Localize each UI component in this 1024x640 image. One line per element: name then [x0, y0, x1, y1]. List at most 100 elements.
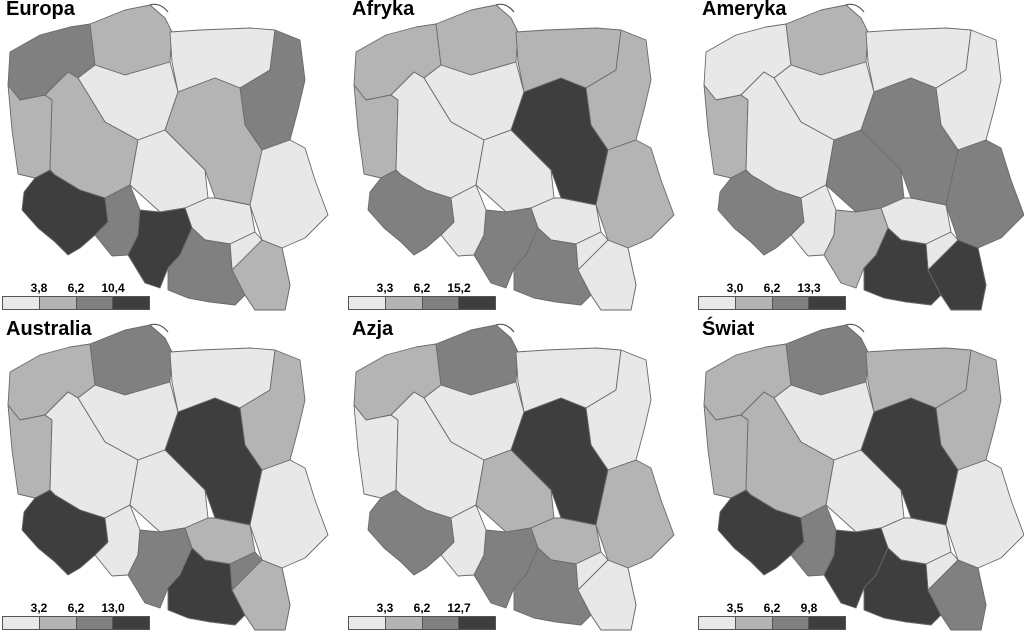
region-pomorskie	[89, 324, 173, 396]
region-dolnoslaskie	[21, 169, 109, 256]
legend-swatch	[772, 617, 810, 629]
region-lubuskie	[353, 404, 399, 499]
legend-swatch	[809, 617, 845, 629]
legend-swatch	[76, 297, 114, 309]
region-pomorskie	[435, 4, 519, 76]
legend: 3,3 6,2 15,2	[348, 281, 496, 311]
map-australia	[7, 323, 329, 631]
region-lubuskie	[703, 84, 749, 179]
legend-tick-label: 12,7	[447, 601, 471, 615]
legend: 3,3 6,2 12,7	[348, 601, 496, 631]
map-azja	[353, 323, 675, 631]
region-lubelskie	[945, 139, 1024, 249]
legend-tick-label: 3,3	[376, 281, 394, 295]
map-swiat	[703, 323, 1024, 631]
legend-swatch	[735, 617, 773, 629]
legend-bar	[348, 296, 496, 310]
legend-tick-label: 3,8	[30, 281, 48, 295]
legend-swatch	[39, 297, 77, 309]
region-lubelskie	[249, 459, 329, 569]
legend-swatch	[385, 617, 423, 629]
legend-tick-label: 6,2	[413, 281, 431, 295]
legend-bar	[348, 616, 496, 630]
region-zmiana-lubelskie-poludnie	[927, 239, 987, 311]
legend-ticks: 3,3 6,2 12,7	[348, 601, 496, 615]
legend-swatch	[735, 297, 773, 309]
legend-swatch	[113, 617, 149, 629]
region-dolnoslaskie	[367, 489, 455, 576]
region-dolnoslaskie	[717, 489, 805, 576]
legend-swatch	[422, 297, 460, 309]
legend-swatch	[349, 297, 386, 309]
panel-title: Świat	[702, 318, 755, 340]
legend-swatch	[459, 617, 495, 629]
region-zmiana-lubelskie-poludnie	[927, 559, 987, 631]
region-lubuskie	[7, 404, 53, 499]
legend-swatch	[459, 297, 495, 309]
legend-swatch	[3, 297, 40, 309]
legend-ticks: 3,3 6,2 15,2	[348, 281, 496, 295]
legend-swatch	[3, 617, 40, 629]
legend-tick-label: 6,2	[413, 601, 431, 615]
legend-tick-label: 3,2	[30, 601, 48, 615]
legend-swatch	[385, 297, 423, 309]
region-zmiana-lubelskie-poludnie	[577, 239, 637, 311]
legend-swatch	[772, 297, 810, 309]
panel-title: Europa	[6, 0, 75, 20]
region-pomorskie	[785, 324, 869, 396]
legend: 3,2 6,2 13,0	[2, 601, 150, 631]
legend-ticks: 3,5 6,2 9,8	[698, 601, 846, 615]
legend-ticks: 3,8 6,2 10,4	[2, 281, 150, 295]
legend-ticks: 3,2 6,2 13,0	[2, 601, 150, 615]
legend-ticks: 3,0 6,2 13,3	[698, 281, 846, 295]
legend-swatch	[76, 617, 114, 629]
legend-bar	[698, 296, 846, 310]
legend-swatch	[422, 617, 460, 629]
region-zmiana-lubelskie-poludnie	[577, 559, 637, 631]
map-europa	[7, 3, 329, 311]
region-lubelskie	[595, 139, 675, 249]
coast-line	[845, 323, 865, 333]
legend-bar	[2, 616, 150, 630]
legend: 3,0 6,2 13,3	[698, 281, 846, 311]
panel-ameryka: Ameryka 3,0 6,2 13,3	[696, 0, 1024, 320]
panel-europa: Europa 3,8 6,2 10,4	[0, 0, 340, 320]
legend-bar	[2, 296, 150, 310]
region-lubelskie	[945, 459, 1024, 569]
region-zmiana-lubelskie-poludnie	[231, 559, 291, 631]
legend: 3,5 6,2 9,8	[698, 601, 846, 631]
legend-tick-label: 13,0	[101, 601, 125, 615]
region-lubuskie	[353, 84, 399, 179]
legend-tick-label: 3,0	[726, 281, 744, 295]
region-pomorskie	[435, 324, 519, 396]
legend-tick-label: 15,2	[447, 281, 471, 295]
panel-title: Azja	[352, 318, 394, 340]
coast-line	[495, 3, 515, 13]
legend-tick-label: 13,3	[797, 281, 821, 295]
panel-title: Ameryka	[702, 0, 787, 20]
coast-line	[149, 323, 169, 333]
legend: 3,8 6,2 10,4	[2, 281, 150, 311]
map-ameryka	[703, 3, 1024, 311]
legend-tick-label: 6,2	[67, 281, 85, 295]
coast-line	[845, 3, 865, 13]
region-lubuskie	[703, 404, 749, 499]
legend-swatch	[699, 617, 736, 629]
legend-swatch	[349, 617, 386, 629]
legend-swatch	[113, 297, 149, 309]
region-zmiana-lubelskie-poludnie	[231, 239, 291, 311]
region-dolnoslaskie	[717, 169, 805, 256]
legend-tick-label: 3,3	[376, 601, 394, 615]
legend-swatch	[699, 297, 736, 309]
region-lubelskie	[595, 459, 675, 569]
legend-tick-label: 3,5	[726, 601, 744, 615]
coast-line	[495, 323, 515, 333]
legend-tick-label: 6,2	[763, 601, 781, 615]
legend-tick-label: 6,2	[67, 601, 85, 615]
region-lubuskie	[7, 84, 53, 179]
panel-title: Australia	[6, 318, 92, 340]
panel-australia: Australia 3,2 6,2 13,0	[0, 318, 340, 640]
map-afryka	[353, 3, 675, 311]
legend-swatch	[809, 297, 845, 309]
panel-title: Afryka	[352, 0, 415, 20]
